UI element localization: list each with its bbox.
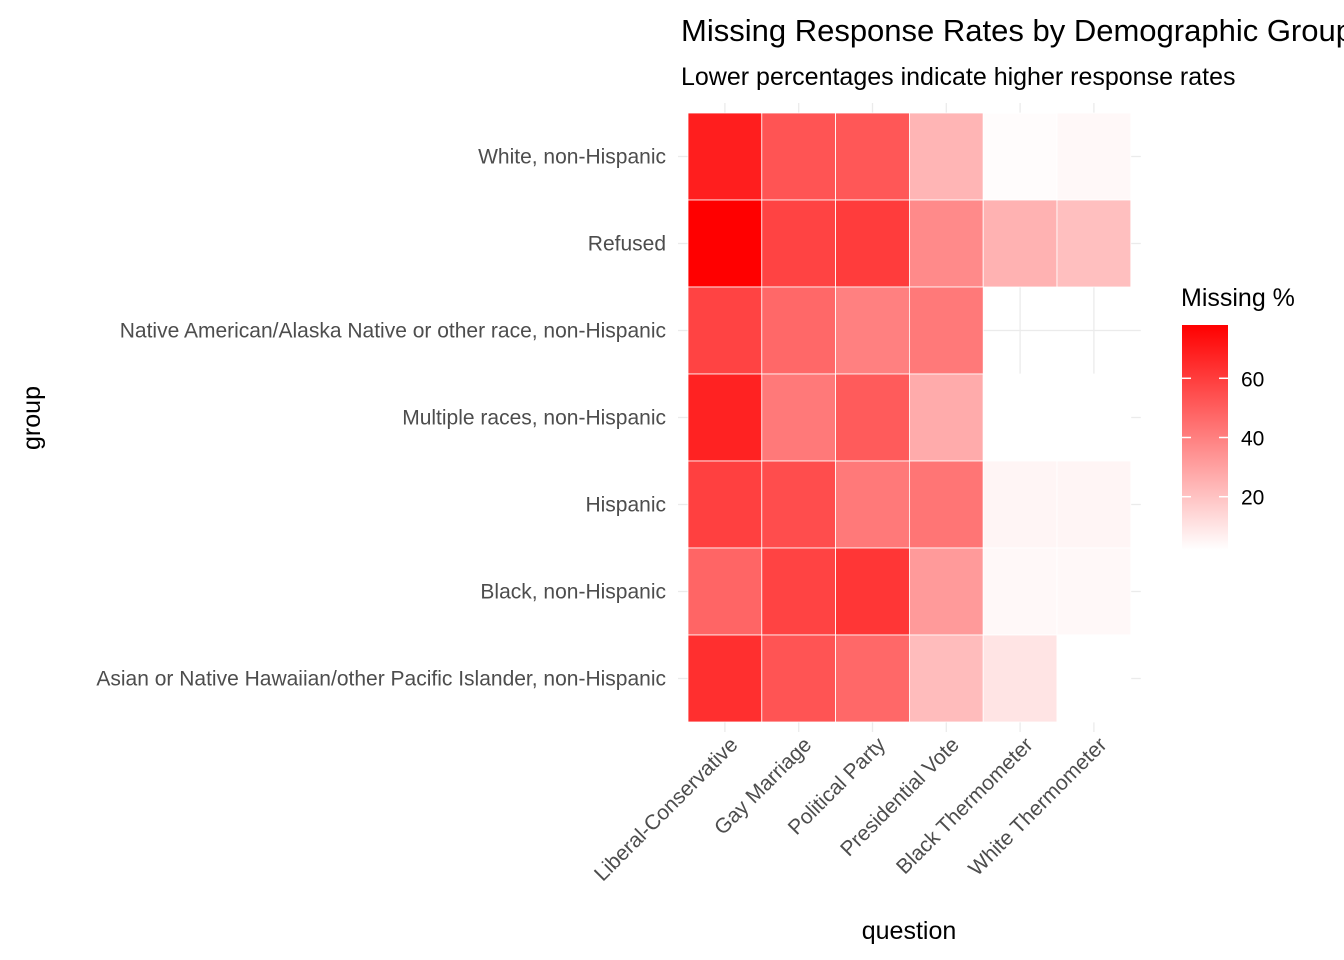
x-tick-label: Liberal-Conservative [590,733,742,885]
heatmap-cell [909,199,984,288]
y-tick-label: Native American/Alaska Native or other r… [120,320,666,343]
heatmap-cell [982,460,1058,549]
x-tick-label: White Thermometer [964,733,1111,880]
y-tick-label: Multiple races, non-Hispanic [402,407,666,430]
heatmap-cell [835,373,910,462]
legend-tick-label: 60 [1241,368,1264,391]
heatmap-cell [909,286,984,375]
heatmap-cell [835,199,910,288]
heatmap-cell [1056,547,1132,636]
heatmap-cell [761,547,836,636]
legend-ticks: 20 40 60 [1182,368,1264,510]
y-tick-labels: White, non-Hispanic Refused Native America… [96,146,666,691]
heatmap-cell [909,112,984,201]
heatmap-cell [687,373,763,462]
x-tick-label: Black Thermometer [892,733,1038,879]
heatmap-cells [687,112,1132,723]
heatmap-cell [761,460,836,549]
heatmap-cell [761,286,836,375]
heatmap-cell [1056,634,1132,723]
heatmap-cell [1056,199,1132,288]
legend-tick-label: 40 [1241,428,1264,451]
heatmap-cell [761,199,836,288]
heatmap-cell [982,112,1058,201]
legend-title: Missing % [1181,284,1295,312]
heatmap-cell [909,373,984,462]
heatmap-cell [1056,460,1132,549]
heatmap-cell [761,634,836,723]
heatmap-cell [687,460,763,549]
heatmap-cell [1056,373,1132,462]
y-tick-label: Hispanic [585,494,666,517]
heatmap-cell [835,547,910,636]
heatmap-cell [687,286,763,375]
heatmap-cell [982,634,1058,723]
heatmap-cell [835,112,910,201]
heatmap-cell [909,460,984,549]
y-axis-title: group [18,386,46,450]
heatmap-cell [761,112,836,201]
chart-title: Missing Response Rates by Demographic Gr… [681,13,1344,48]
heatmap-cell [982,547,1058,636]
y-tick-label: White, non-Hispanic [478,146,666,169]
heatmap-cell [687,199,763,288]
heatmap-cell [909,634,984,723]
heatmap-cell [687,112,763,201]
heatmap-cell [687,547,763,636]
heatmap-cell [909,547,984,636]
heatmap-cell [835,460,910,549]
heatmap-cell [835,634,910,723]
y-tick-label: Asian or Native Hawaiian/other Pacific I… [96,668,666,691]
chart-subtitle: Lower percentages indicate higher respon… [681,63,1236,91]
x-axis-title: question [862,917,957,945]
y-tick-label: Refused [588,233,666,256]
heatmap-cell [982,373,1058,462]
heatmap-cell [687,634,763,723]
heatmap-cell [1056,112,1132,201]
heatmap-cell [835,286,910,375]
heatmap-cell [982,199,1058,288]
legend-tick-label: 20 [1241,487,1264,510]
y-tick-label: Black, non-Hispanic [480,581,666,604]
heatmap-cell [761,373,836,462]
